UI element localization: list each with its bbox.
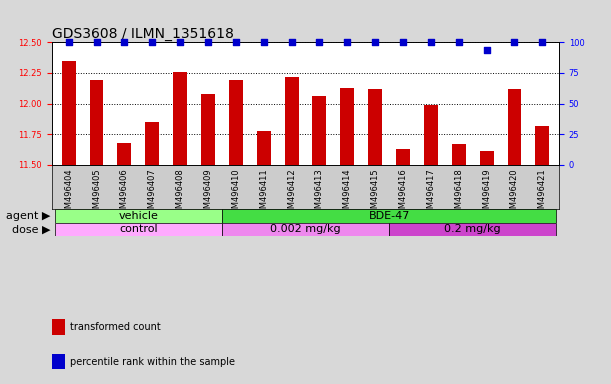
Text: GSM496420: GSM496420 — [510, 169, 519, 219]
Text: GSM496409: GSM496409 — [203, 169, 213, 219]
Bar — [368, 89, 382, 165]
Text: GSM496419: GSM496419 — [482, 169, 491, 219]
Bar — [508, 89, 521, 165]
Bar — [222, 209, 556, 223]
Text: GDS3608 / ILMN_1351618: GDS3608 / ILMN_1351618 — [52, 27, 234, 41]
Point — [231, 39, 241, 45]
Point — [481, 46, 491, 53]
Point — [315, 39, 324, 45]
Text: GSM496414: GSM496414 — [343, 169, 352, 219]
Text: agent ▶: agent ▶ — [6, 211, 51, 221]
Point — [175, 39, 185, 45]
Text: dose ▶: dose ▶ — [12, 224, 51, 234]
Text: BDE-47: BDE-47 — [368, 211, 410, 221]
Bar — [535, 126, 549, 165]
Text: 0.002 mg/kg: 0.002 mg/kg — [270, 224, 341, 234]
Bar — [201, 94, 215, 165]
Point — [370, 39, 380, 45]
Bar — [222, 223, 389, 236]
Bar — [396, 149, 410, 165]
Text: GSM496406: GSM496406 — [120, 169, 129, 219]
Point — [426, 39, 436, 45]
Bar — [117, 143, 131, 165]
Bar — [145, 122, 159, 165]
Bar — [257, 131, 271, 165]
Point — [259, 39, 269, 45]
Text: vehicle: vehicle — [119, 211, 158, 221]
Point — [147, 39, 157, 45]
Point — [454, 39, 464, 45]
Text: GSM496412: GSM496412 — [287, 169, 296, 219]
Bar — [389, 223, 556, 236]
Bar — [312, 96, 326, 165]
Point — [538, 39, 547, 45]
Text: GSM496413: GSM496413 — [315, 169, 324, 219]
Bar — [424, 105, 438, 165]
Text: GSM496404: GSM496404 — [64, 169, 73, 219]
Point — [287, 39, 296, 45]
Text: GSM496408: GSM496408 — [175, 169, 185, 219]
Bar — [173, 72, 187, 165]
Text: GSM496417: GSM496417 — [426, 169, 436, 219]
Point — [342, 39, 352, 45]
Text: GSM496418: GSM496418 — [454, 169, 463, 219]
Bar — [62, 61, 76, 165]
Text: GSM496421: GSM496421 — [538, 169, 547, 219]
Bar — [229, 80, 243, 165]
Point — [203, 39, 213, 45]
Bar — [452, 144, 466, 165]
Text: GSM496411: GSM496411 — [259, 169, 268, 219]
Bar — [90, 80, 103, 165]
Point — [120, 39, 130, 45]
Point — [64, 39, 73, 45]
Point — [510, 39, 519, 45]
Point — [92, 39, 101, 45]
Text: transformed count: transformed count — [70, 322, 161, 332]
Text: GSM496416: GSM496416 — [398, 169, 408, 219]
Text: GSM496405: GSM496405 — [92, 169, 101, 219]
Point — [398, 39, 408, 45]
Text: percentile rank within the sample: percentile rank within the sample — [70, 357, 235, 367]
Text: GSM496410: GSM496410 — [232, 169, 240, 219]
Text: GSM496415: GSM496415 — [371, 169, 379, 219]
Bar — [285, 76, 299, 165]
Text: control: control — [119, 224, 158, 234]
Bar — [55, 223, 222, 236]
Bar — [340, 88, 354, 165]
Bar — [480, 151, 494, 165]
Text: GSM496407: GSM496407 — [148, 169, 157, 219]
Bar — [55, 209, 222, 223]
Text: 0.2 mg/kg: 0.2 mg/kg — [444, 224, 501, 234]
